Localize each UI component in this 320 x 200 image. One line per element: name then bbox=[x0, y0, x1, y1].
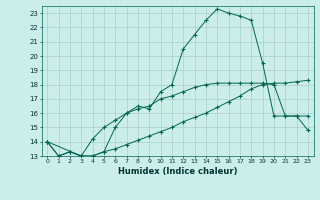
X-axis label: Humidex (Indice chaleur): Humidex (Indice chaleur) bbox=[118, 167, 237, 176]
